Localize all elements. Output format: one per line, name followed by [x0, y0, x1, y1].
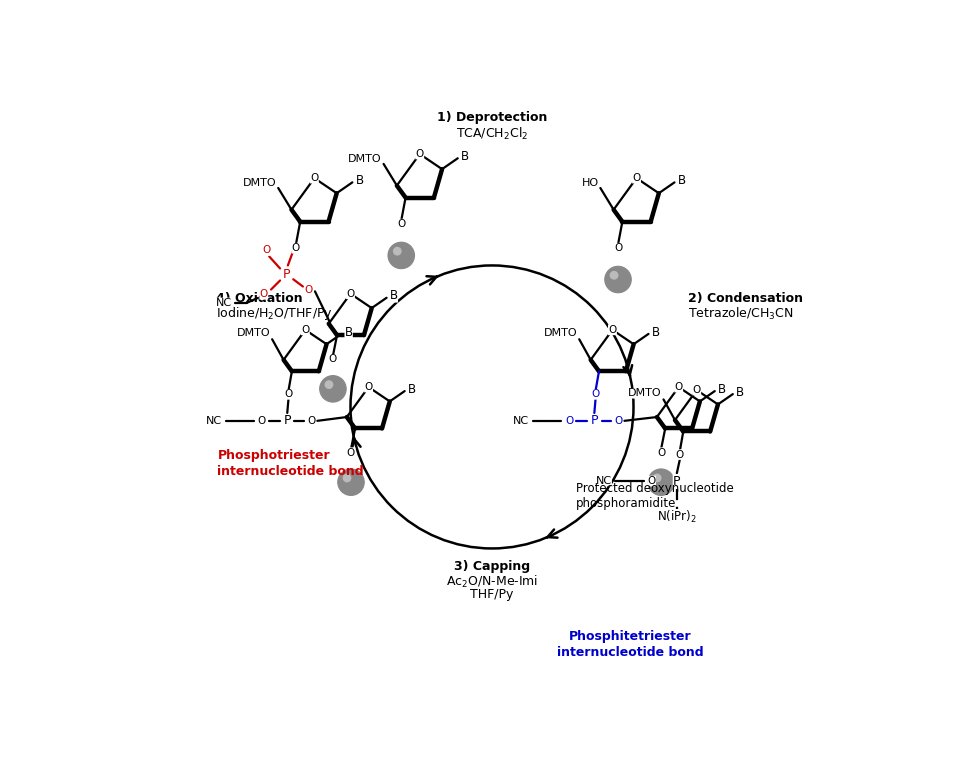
Circle shape: [648, 469, 674, 496]
Text: NC: NC: [514, 416, 529, 426]
Text: B: B: [652, 325, 660, 339]
Text: O: O: [657, 447, 665, 457]
Text: internucleotide bond: internucleotide bond: [557, 646, 704, 659]
Text: DMTO: DMTO: [237, 328, 271, 339]
Text: Iodine/H$_2$O/THF/Py: Iodine/H$_2$O/THF/Py: [216, 305, 333, 322]
Text: 4) Oxidation: 4) Oxidation: [216, 292, 302, 305]
Text: B: B: [355, 174, 364, 187]
Text: Tetrazole/CH$_3$CN: Tetrazole/CH$_3$CN: [687, 306, 793, 321]
Text: O: O: [347, 447, 355, 457]
Text: B: B: [736, 386, 744, 399]
Text: O: O: [692, 385, 701, 395]
Text: O: O: [647, 476, 656, 486]
Text: 2) Condensation: 2) Condensation: [687, 292, 803, 305]
Text: B: B: [461, 150, 469, 163]
Text: NC: NC: [206, 416, 222, 426]
Circle shape: [611, 271, 617, 279]
Text: NC: NC: [216, 298, 232, 308]
Text: O: O: [329, 354, 337, 364]
Text: HO: HO: [582, 178, 598, 188]
Text: DMTO: DMTO: [543, 328, 577, 339]
Text: NC: NC: [595, 476, 612, 486]
Text: Protected deoxynucleotide: Protected deoxynucleotide: [576, 482, 734, 495]
Text: P: P: [590, 414, 598, 427]
Text: O: O: [633, 173, 640, 183]
Text: O: O: [676, 450, 684, 460]
Text: B: B: [718, 382, 726, 396]
Text: THF/Py: THF/Py: [470, 588, 514, 601]
Circle shape: [320, 375, 347, 402]
Circle shape: [338, 469, 364, 496]
Text: O: O: [292, 243, 300, 253]
Text: P: P: [673, 475, 681, 487]
Text: O: O: [305, 285, 313, 295]
Text: O: O: [347, 289, 354, 299]
Text: P: P: [283, 414, 291, 427]
Circle shape: [654, 474, 660, 482]
Text: O: O: [613, 243, 622, 253]
Text: phosphoramidite: phosphoramidite: [576, 497, 677, 510]
Text: DMTO: DMTO: [348, 154, 382, 164]
Text: O: O: [675, 382, 683, 392]
Text: B: B: [678, 174, 685, 187]
Text: Phosphitetriester: Phosphitetriester: [569, 630, 692, 644]
Circle shape: [325, 381, 333, 389]
Text: B: B: [345, 325, 352, 339]
Text: internucleotide bond: internucleotide bond: [217, 465, 364, 478]
Text: O: O: [397, 219, 405, 229]
Text: O: O: [416, 149, 424, 159]
Text: O: O: [258, 416, 266, 426]
Circle shape: [605, 266, 632, 292]
Text: 1) Deprotection: 1) Deprotection: [437, 111, 547, 124]
Text: N(iPr)$_2$: N(iPr)$_2$: [657, 509, 697, 526]
Text: Ac$_2$O/N-Me-Imi: Ac$_2$O/N-Me-Imi: [446, 573, 538, 590]
Text: B: B: [408, 382, 416, 396]
Text: DMTO: DMTO: [628, 389, 661, 399]
Text: TCA/CH$_2$Cl$_2$: TCA/CH$_2$Cl$_2$: [456, 126, 528, 142]
Text: O: O: [365, 382, 372, 392]
Text: DMTO: DMTO: [243, 178, 276, 188]
Text: O: O: [614, 416, 622, 426]
Circle shape: [344, 474, 350, 482]
Circle shape: [394, 247, 401, 255]
Text: B: B: [390, 289, 397, 303]
Text: O: O: [259, 289, 268, 300]
Circle shape: [388, 242, 415, 269]
Text: O: O: [301, 325, 309, 335]
Text: O: O: [310, 173, 319, 183]
Text: O: O: [284, 389, 293, 400]
Text: P: P: [282, 268, 290, 281]
Text: O: O: [591, 389, 600, 400]
Text: 3) Capping: 3) Capping: [454, 560, 530, 573]
Text: Phosphotriester: Phosphotriester: [217, 449, 330, 461]
Text: O: O: [262, 246, 271, 256]
Text: O: O: [307, 416, 316, 426]
Text: O: O: [564, 416, 573, 426]
Text: O: O: [609, 325, 616, 335]
